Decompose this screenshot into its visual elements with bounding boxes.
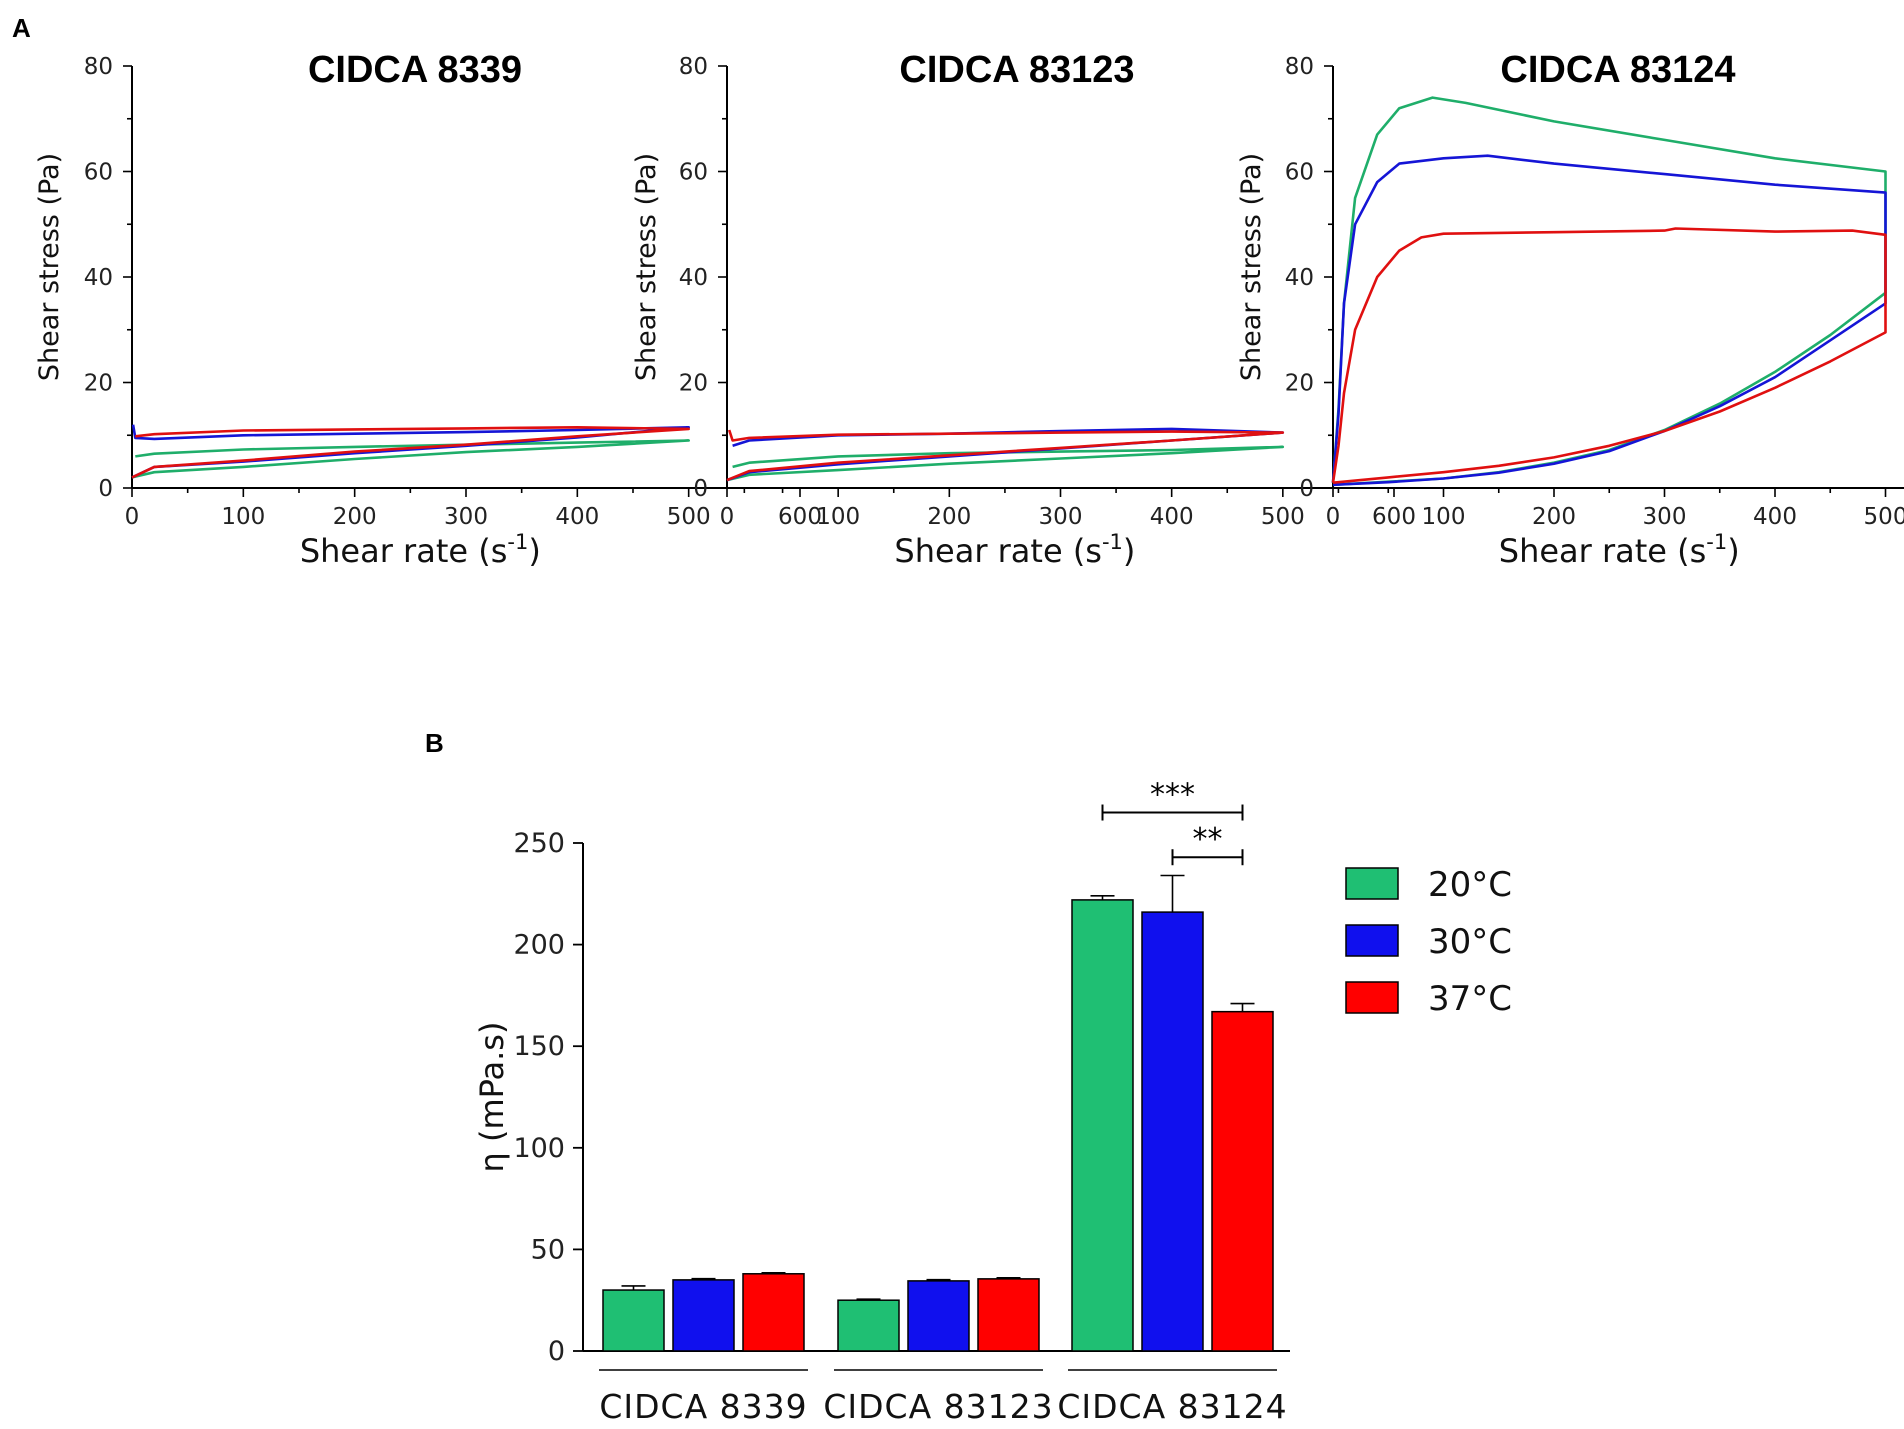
y-tick-label: 0 [98,476,113,502]
legend-label: 30°C [1428,922,1512,962]
x-tick-label: 100 [816,504,860,530]
bar-category-label: CIDCA 83124 [1057,1387,1287,1426]
legend-swatch-20C [1345,867,1399,900]
x-axis-label-close: ) [1727,532,1739,570]
significance-label: *** [1150,778,1195,813]
bar-y-tick-label: 50 [531,1234,565,1265]
y-tick-label: 60 [679,160,708,186]
x-tick-label: 0 [720,504,735,530]
series-line-37C [1331,227,1887,484]
y-tick-label: 40 [84,265,113,291]
x-tick-label: 0 [1326,504,1341,530]
x-tick-label: 600 [778,504,822,530]
x-tick-label: 500 [1864,504,1904,530]
bar-y-tick-label: 250 [513,828,565,859]
viscosity-bar-chart: 0 50 100 150 200 250 η (mPa.s) CIDCA 8339 CIDCA … [473,778,1512,1426]
y-tick-label: 40 [679,265,708,291]
x-tick-label: 300 [1039,504,1083,530]
x-tick-label: 400 [555,504,599,530]
x-axis-label-superscript: -1 [507,530,528,554]
x-tick-label: 400 [1753,504,1797,530]
y-tick-label: 80 [84,54,113,80]
bar-cidca-8339-37C [742,1273,805,1352]
x-axis-label-main: Shear rate (s [300,532,508,570]
bar-y-tick-label: 0 [548,1336,565,1367]
x-tick-label: 200 [1532,504,1576,530]
x-tick-label: 300 [444,504,488,530]
y-tick-label: 80 [1285,54,1314,80]
legend-swatch-37C [1345,981,1399,1014]
x-tick-label: 500 [667,504,711,530]
x-axis-label-main: Shear rate (s [1499,532,1707,570]
y-tick-label: 0 [1299,476,1314,502]
y-tick-label: 60 [1285,160,1314,186]
y-axis-label: Shear stress (Pa) [1236,153,1267,381]
bar-y-tick-label: 100 [513,1133,565,1164]
shear-panel-3: 0 20 40 60 80 0 100 200 300 400 500 600 CIDCA 83124 S… [1236,49,1904,570]
panel-a-label: A [12,13,31,43]
y-tick-label: 20 [1285,371,1314,397]
y-tick-label: 20 [679,371,708,397]
legend-label: 20°C [1428,865,1512,905]
panel-title: CIDCA 8339 [308,49,522,91]
panel-title: CIDCA 83124 [1500,49,1735,91]
x-axis-label: Shear rate (s-1) [894,530,1135,570]
bar-cidca-8339-30C [672,1279,735,1352]
bar-cidca-83124-37C [1211,1010,1274,1352]
y-axis-label: Shear stress (Pa) [631,153,662,381]
bar-cidca-83123-37C [977,1278,1040,1352]
x-axis-label: Shear rate (s-1) [300,530,541,570]
panel-b-label: B [425,728,444,758]
series-line-20C [131,439,690,479]
x-tick-label: 400 [1150,504,1194,530]
bar-cidca-83123-20C [837,1299,900,1352]
x-axis-label-close: ) [528,532,540,570]
bar-y-axis-label: η (mPa.s) [473,1022,511,1173]
significance-label: ** [1193,822,1223,857]
x-tick-label: 100 [221,504,265,530]
y-tick-label: 40 [1285,265,1314,291]
legend-label: 37°C [1428,979,1512,1019]
panel-title: CIDCA 83123 [899,49,1134,91]
x-tick-label: 600 [1372,504,1416,530]
series-line-37C [726,429,1285,482]
x-tick-label: 0 [125,504,140,530]
bar-cidca-83124-20C [1071,899,1134,1352]
bar-cidca-8339-20C [602,1289,665,1352]
series-line-30C [1331,154,1887,487]
series-line-20C [1331,96,1887,487]
bar-y-tick-label: 200 [513,930,565,961]
x-tick-label: 300 [1643,504,1687,530]
bar-category-label: CIDCA 8339 [599,1387,807,1426]
y-tick-label: 80 [679,54,708,80]
bar-cidca-83123-30C [907,1280,970,1352]
series-line-37C [131,426,690,479]
y-tick-label: 60 [84,160,113,186]
x-tick-label: 100 [1422,504,1466,530]
x-axis-label: Shear rate (s-1) [1499,530,1740,570]
x-axis-label-close: ) [1123,532,1135,570]
x-axis-label-main: Shear rate (s [894,532,1102,570]
x-axis-label-superscript: -1 [1102,530,1123,554]
bar-category-label: CIDCA 83123 [823,1387,1053,1426]
series-line-20C [726,445,1285,482]
legend-swatch-30C [1345,924,1399,957]
x-tick-label: 200 [927,504,971,530]
y-tick-label: 0 [693,476,708,502]
y-tick-label: 20 [84,371,113,397]
x-tick-label: 200 [333,504,377,530]
bar-y-tick-label: 150 [513,1031,565,1062]
x-axis-label-superscript: -1 [1706,530,1727,554]
bar-cidca-83124-30C [1141,911,1204,1352]
y-axis-label: Shear stress (Pa) [34,153,65,381]
x-tick-label: 500 [1261,504,1305,530]
